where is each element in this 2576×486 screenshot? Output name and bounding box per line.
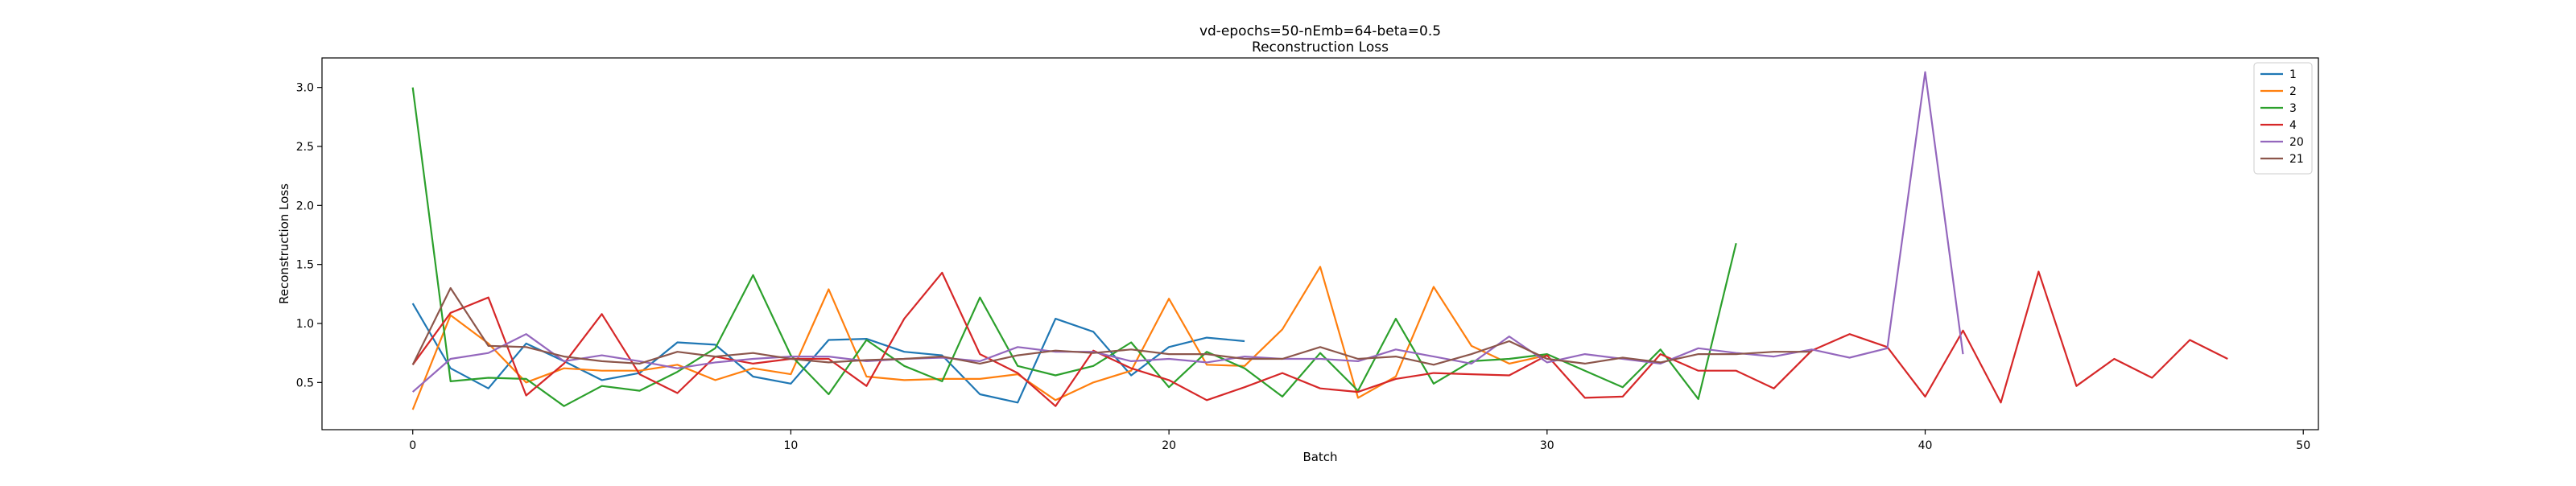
x-axis-ticks: 0 10 20 30 40 50 bbox=[409, 430, 2310, 452]
chart-legend: 1 2 3 4 20 21 bbox=[2253, 62, 2313, 175]
x-tick-label: 0 bbox=[409, 439, 416, 452]
y-axis-ticks: 0.5 1.0 1.5 2.0 2.5 3.0 bbox=[296, 82, 322, 389]
legend-label-4: 4 bbox=[2289, 119, 2297, 132]
x-tick-label: 40 bbox=[1918, 439, 1933, 452]
x-tick-label: 20 bbox=[1162, 439, 1176, 452]
x-tick-label: 10 bbox=[784, 439, 799, 452]
y-tick-label: 2.5 bbox=[296, 141, 314, 154]
y-tick-label: 0.5 bbox=[296, 377, 314, 389]
legend-label-3: 3 bbox=[2289, 102, 2297, 115]
series-line-21 bbox=[411, 286, 1812, 366]
chart-title: vd-epochs=50-nEmb=64-beta=0.5 bbox=[1199, 23, 1441, 39]
legend-label-20: 20 bbox=[2289, 136, 2304, 149]
y-tick-label: 3.0 bbox=[296, 82, 314, 95]
y-axis-label: Reconstruction Loss bbox=[277, 183, 291, 304]
x-tick-label: 50 bbox=[2296, 439, 2310, 452]
legend-label-1: 1 bbox=[2289, 68, 2297, 81]
chart-subtitle: Reconstruction Loss bbox=[1252, 39, 1389, 56]
x-tick-label: 30 bbox=[1540, 439, 1554, 452]
plot-area bbox=[321, 57, 2319, 430]
legend-label-2: 2 bbox=[2289, 85, 2297, 98]
series-line-3 bbox=[411, 87, 1737, 407]
y-tick-label: 2.0 bbox=[296, 200, 314, 212]
series-line-20 bbox=[411, 71, 1964, 393]
y-tick-label: 1.0 bbox=[296, 318, 314, 331]
x-axis-label: Batch bbox=[1302, 450, 1337, 464]
y-tick-label: 1.5 bbox=[296, 259, 314, 272]
series-line-2 bbox=[411, 266, 1548, 410]
legend-label-21: 21 bbox=[2289, 153, 2304, 166]
series-line-1 bbox=[411, 303, 1245, 404]
series-layer bbox=[411, 71, 2228, 410]
